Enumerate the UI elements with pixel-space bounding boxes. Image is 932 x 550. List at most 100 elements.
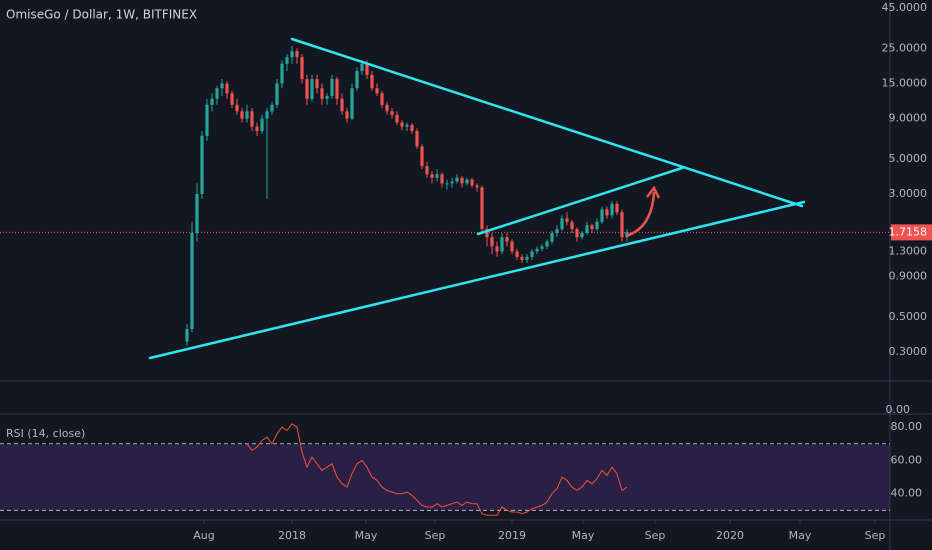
y-tick-label: 0.00 [886,403,911,416]
candle-body [375,88,379,94]
candle-body [315,79,319,89]
y-tick-label: 5.0000 [889,152,928,165]
rsi-tick-label: 80.00 [891,420,923,433]
candle-body [450,181,454,184]
candle-body [420,146,424,167]
candle-body [470,179,474,186]
candle-body [305,79,309,99]
candle-body [590,225,594,230]
candle-body [210,98,214,105]
candle-body [530,251,534,257]
candle-body [455,177,459,182]
candle-body [325,96,329,99]
y-tick-label: 9.0000 [889,112,928,125]
candle-body [410,124,414,132]
candle-body [500,237,504,252]
candle-body [600,209,604,222]
candle-body [370,74,374,89]
candle-body [295,51,299,58]
candle-body [185,329,189,342]
x-tick-label: 2019 [498,529,526,542]
candle-body [280,63,284,84]
arrow [625,191,656,238]
rsi-tick-label: 60.00 [891,453,923,466]
candle-body [215,88,219,99]
x-tick-label: 2018 [278,529,306,542]
y-tick-label: 0.3000 [889,345,928,358]
candle-body [480,187,484,230]
candle-body [275,83,279,105]
arrow-head [646,185,661,199]
y-tick-label: 15.0000 [882,76,928,89]
x-tick-label: Sep [645,529,666,542]
candle-body [390,111,394,115]
y-tick-label: 3.0000 [889,187,928,200]
candle-body [610,203,614,216]
candle-body [260,118,264,132]
candle-body [230,93,234,105]
candle-body [290,51,294,58]
candle-body [570,221,574,230]
candle-body [540,246,544,249]
candle-body [485,229,489,238]
rsi-band [0,445,890,510]
candle-body [425,166,429,175]
x-tick-label: 2020 [716,529,744,542]
candle-body [620,212,624,238]
candle-body [495,246,499,252]
candle-body [525,256,529,260]
candle-body [240,111,244,119]
candle-body [475,185,479,188]
candle-body [595,221,599,230]
y-tick-label: 1.3000 [889,244,928,257]
candle-body [320,88,324,99]
candle-body [310,79,314,99]
candle-body [255,126,259,132]
rsi-tick-label: 40.00 [891,487,923,500]
x-tick-label: Aug [193,529,214,542]
candle-body [350,88,354,119]
candle-body [415,131,419,147]
candle-body [330,79,334,97]
candle-body [545,241,549,247]
y-tick-label: 0.9000 [889,270,928,283]
last-price-box [891,224,932,241]
candle-body [355,70,359,89]
last-price-label: 1.7158 [889,225,928,238]
candle-body [300,57,304,80]
candle-body [505,237,509,242]
x-tick-label: Sep [425,529,446,542]
candle-body [195,194,199,234]
x-tick-label: Sep [865,529,886,542]
candle-body [520,256,524,260]
x-tick-label: May [789,529,812,542]
candle-body [515,251,519,257]
trend-line [476,166,684,236]
candle-body [360,63,364,71]
candle-body [615,203,619,213]
candle-body [365,63,369,75]
candle-body [430,174,434,178]
candle-body [580,233,584,238]
candle-body [200,135,204,195]
candle-body [270,104,274,112]
candle-body [400,122,404,127]
candle-body [585,225,589,234]
candle-body [405,124,409,127]
candle-body [445,183,449,185]
candle-body [225,83,229,94]
candle-body [555,229,559,234]
candle-body [460,177,464,184]
candle-body [190,233,194,330]
candle-body [440,174,444,184]
candle-body [550,233,554,242]
candle-body [435,174,439,178]
candle-body [575,229,579,238]
x-tick-label: May [355,529,378,542]
candle-body [340,98,344,112]
candle-body [265,111,269,119]
candle-body [250,111,254,127]
candle-body [285,57,289,64]
